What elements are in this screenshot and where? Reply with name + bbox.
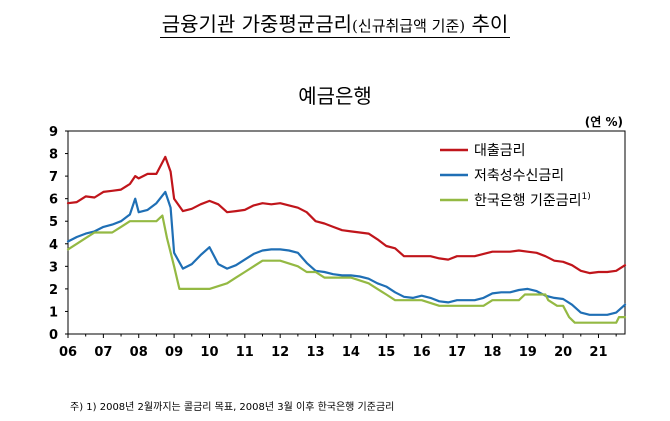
legend-superscript: 1)	[582, 192, 591, 202]
x-tick-label: 20	[554, 345, 572, 360]
x-tick-label: 19	[519, 345, 537, 360]
y-tick-label: 9	[49, 125, 58, 140]
x-tick-label: 15	[377, 345, 395, 360]
series-line-2	[66, 190, 627, 316]
x-tick-label: 17	[448, 345, 466, 360]
x-tick-label: 08	[130, 345, 148, 360]
title-main: 금융기관 가중평균금리	[161, 12, 353, 36]
x-tick-label: 06	[59, 345, 77, 360]
y-tick-label: 6	[49, 193, 58, 208]
chart-title: 예금은행	[298, 84, 372, 108]
legend-label-1: 대출금리	[474, 143, 526, 159]
x-tick-label: 16	[413, 345, 431, 360]
y-tick-label: 1	[49, 305, 58, 320]
y-tick-label: 5	[49, 215, 58, 230]
y-tick-label: 0	[49, 328, 58, 343]
y-tick-label: 4	[49, 238, 58, 253]
legend-name-3: 한국은행 기준금리	[474, 193, 582, 209]
legend-label-2: 저축성수신금리	[474, 168, 564, 184]
plot-frame	[67, 130, 626, 335]
title-paren: (신규취급액 기준)	[352, 17, 466, 35]
y-tick-label: 2	[49, 283, 58, 298]
x-tick-label: 12	[271, 345, 289, 360]
title-tail: 추이	[471, 12, 509, 36]
x-tick-label: 18	[483, 345, 501, 360]
page-title: 금융기관 가중평균금리(신규취급액 기준) 추이	[0, 8, 670, 38]
x-tick-label: 14	[342, 345, 360, 360]
unit-label: (연 %)	[585, 114, 623, 129]
legend-name-2: 저축성수신금리	[474, 168, 564, 184]
series-layer	[66, 155, 627, 324]
x-tick-label: 11	[236, 345, 254, 360]
x-tick-label: 13	[307, 345, 325, 360]
y-tick-label: 7	[49, 170, 58, 185]
series-line-3	[66, 214, 627, 324]
x-tick-label: 21	[589, 345, 607, 360]
x-tick-label: 07	[94, 345, 112, 360]
x-tick-label: 10	[200, 345, 218, 360]
series-line-1	[66, 155, 627, 275]
legend-label-3: 한국은행 기준금리1)	[474, 192, 591, 209]
x-tick-label: 09	[165, 345, 183, 360]
legend-name-1: 대출금리	[474, 143, 526, 159]
y-tick-label: 3	[49, 260, 58, 275]
y-tick-label: 8	[49, 148, 58, 163]
footnote: 주) 1) 2008년 2월까지는 콜금리 목표, 2008년 3월 이후 한국…	[70, 402, 395, 413]
